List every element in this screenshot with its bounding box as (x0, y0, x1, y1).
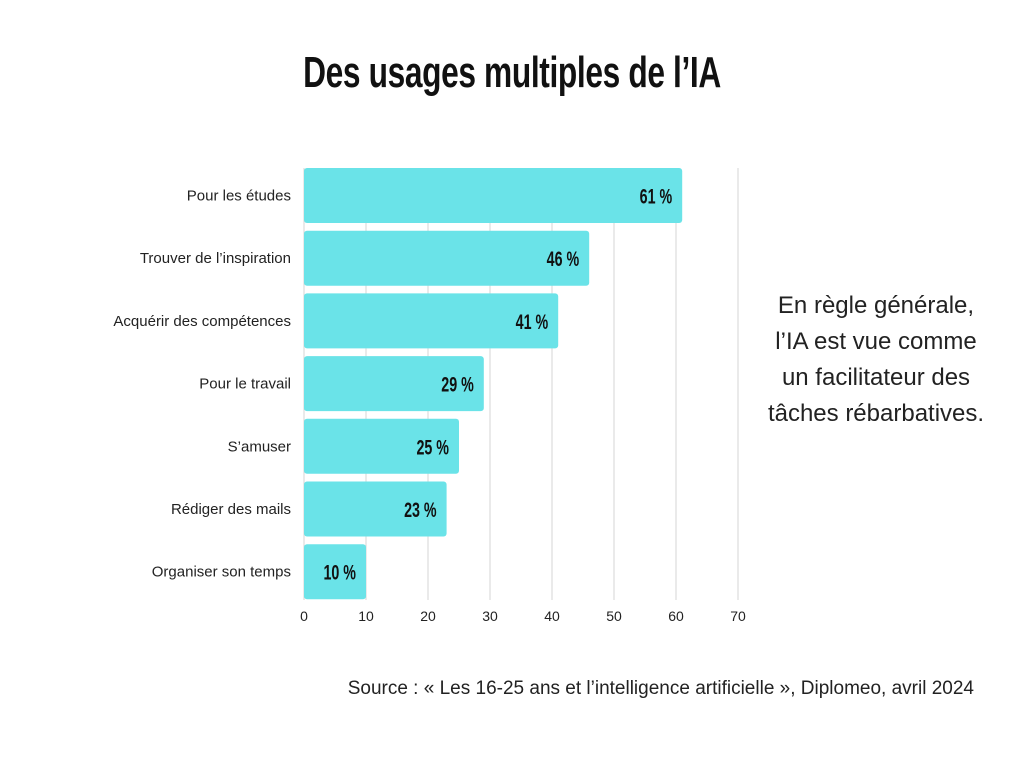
annotation-text: En règle générale, l’IA est vue comme un… (767, 292, 985, 427)
category-label: Organiser son temps (152, 564, 291, 581)
bar (304, 544, 366, 600)
chart-title: Des usages multiples de l’IA (303, 48, 721, 97)
source-note: Source : « Les 16-25 ans et l’intelligen… (347, 678, 974, 699)
value-label: 10 % (323, 561, 356, 584)
x-tick-label: 20 (420, 608, 436, 624)
bar (304, 230, 590, 286)
category-labels: Pour les études Trouver de l’inspiration A… (113, 188, 291, 581)
value-label: 41 % (516, 310, 549, 333)
bars (304, 168, 683, 600)
category-label: Acquérir des compétences (113, 313, 291, 330)
x-tick-label: 50 (606, 608, 622, 624)
bar (304, 418, 459, 474)
x-tick-label: 0 (300, 608, 308, 624)
x-axis-ticks: 0 10 20 30 40 50 60 70 (300, 608, 746, 624)
value-label: 61 % (640, 185, 673, 208)
x-tick-label: 60 (668, 608, 684, 624)
category-label: Pour les études (187, 188, 291, 205)
value-label: 46 % (547, 247, 580, 270)
value-label: 25 % (416, 436, 449, 459)
value-label: 29 % (441, 373, 474, 396)
category-label: Pour le travail (199, 376, 291, 393)
category-label: S’amuser (228, 438, 291, 455)
value-label: 23 % (404, 498, 437, 521)
bar (304, 481, 447, 537)
bar (304, 293, 559, 349)
bar (304, 356, 484, 412)
x-tick-label: 30 (482, 608, 498, 624)
bar (304, 168, 683, 223)
value-labels: 61 % 46 % 41 % 29 % 25 % 23 % 10 % (323, 185, 672, 585)
x-tick-label: 40 (544, 608, 560, 624)
category-label: Rédiger des mails (171, 501, 291, 518)
category-label: Trouver de l’inspiration (140, 250, 291, 267)
x-tick-label: 70 (730, 608, 746, 624)
x-tick-label: 10 (358, 608, 374, 624)
